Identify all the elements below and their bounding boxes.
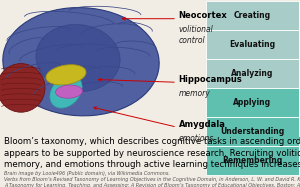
Text: Bloom’s taxonomy, which describes cognitive tasks in ascending orders of complex: Bloom’s taxonomy, which describes cognit… (4, 137, 300, 169)
Ellipse shape (56, 85, 82, 98)
Bar (206, 30, 298, 59)
Ellipse shape (36, 24, 120, 92)
Ellipse shape (50, 75, 82, 108)
Ellipse shape (3, 8, 159, 116)
Bar (206, 1, 298, 30)
Text: Remembering: Remembering (222, 156, 282, 165)
Text: Hippocampus: Hippocampus (178, 75, 242, 84)
Text: Creating: Creating (233, 11, 271, 20)
Text: Understanding: Understanding (220, 127, 284, 136)
Bar (206, 146, 298, 175)
Bar (206, 117, 298, 146)
Text: Evaluating: Evaluating (229, 40, 275, 49)
Text: Neocortex: Neocortex (178, 11, 227, 20)
Ellipse shape (0, 64, 45, 112)
Text: Applying: Applying (233, 98, 271, 107)
Text: Amygdala: Amygdala (178, 120, 225, 129)
Text: volitional
control: volitional control (178, 25, 213, 45)
Bar (206, 59, 298, 88)
Text: Brain image by Looie496 (Public domain), via Wikimedia Commons.
Verbs from Bloom: Brain image by Looie496 (Public domain),… (4, 171, 300, 187)
Text: emotions: emotions (178, 134, 214, 143)
Text: Analyzing: Analyzing (231, 69, 273, 78)
Text: memory: memory (178, 89, 210, 98)
Ellipse shape (46, 65, 86, 85)
Bar (206, 88, 298, 117)
